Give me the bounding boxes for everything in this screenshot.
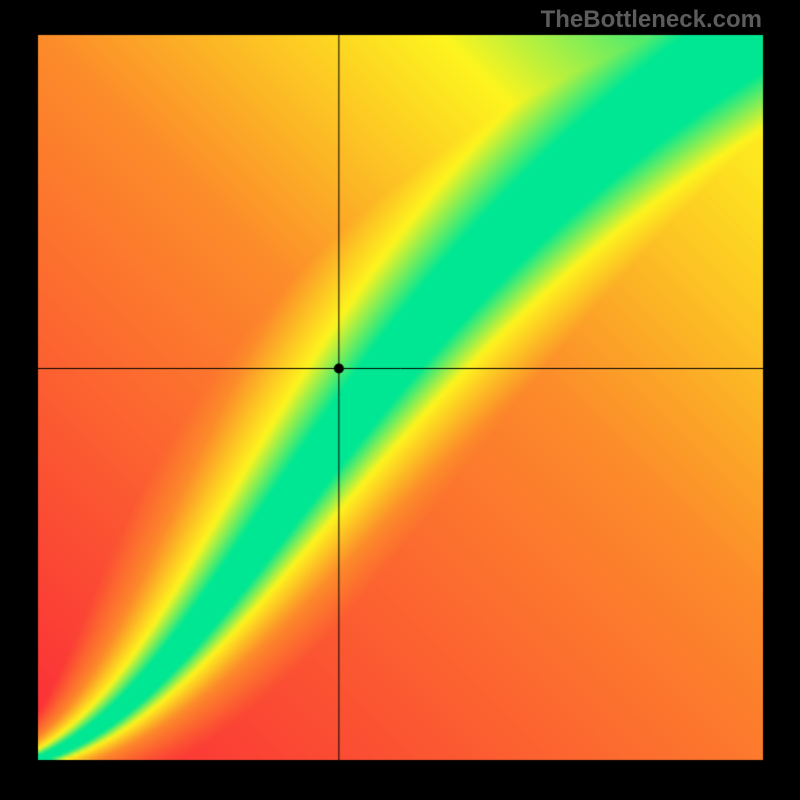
chart-container: TheBottleneck.com (0, 0, 800, 800)
watermark-text: TheBottleneck.com (541, 6, 762, 34)
bottleneck-heatmap (0, 0, 800, 800)
